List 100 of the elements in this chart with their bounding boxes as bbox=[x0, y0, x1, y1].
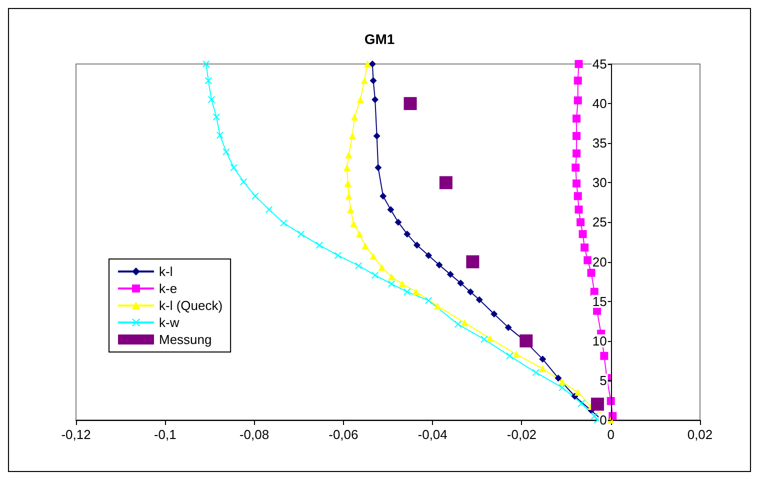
point bbox=[362, 242, 369, 250]
point bbox=[578, 400, 585, 407]
point bbox=[265, 206, 272, 214]
point bbox=[436, 261, 443, 268]
point bbox=[572, 164, 580, 172]
point bbox=[252, 192, 259, 200]
point bbox=[230, 164, 238, 172]
point bbox=[512, 350, 520, 358]
point bbox=[574, 206, 583, 214]
point bbox=[572, 114, 581, 123]
point bbox=[370, 252, 377, 260]
point bbox=[572, 132, 581, 140]
y-tick-label: 0 bbox=[600, 412, 607, 428]
point bbox=[558, 378, 566, 386]
point bbox=[345, 151, 352, 158]
point bbox=[425, 252, 432, 259]
point bbox=[360, 77, 368, 84]
point bbox=[412, 288, 420, 296]
x-tick-label: -0,02 bbox=[506, 427, 537, 442]
point bbox=[580, 244, 589, 252]
y-tick-label: 40 bbox=[592, 96, 607, 112]
point bbox=[394, 218, 402, 226]
x-tick-label: -0,1 bbox=[154, 427, 176, 442]
point bbox=[378, 264, 386, 271]
point bbox=[578, 230, 587, 238]
point bbox=[240, 178, 248, 186]
point bbox=[486, 335, 494, 342]
point bbox=[532, 369, 540, 376]
legend-label: k-w bbox=[159, 315, 180, 330]
point bbox=[398, 280, 406, 288]
point bbox=[404, 230, 411, 238]
y-tick-label: 45 bbox=[592, 56, 607, 72]
point bbox=[574, 60, 583, 68]
point bbox=[216, 132, 224, 139]
point bbox=[372, 272, 379, 279]
point bbox=[558, 384, 566, 392]
point bbox=[343, 164, 350, 172]
point bbox=[576, 218, 585, 226]
point bbox=[298, 230, 305, 238]
point bbox=[222, 148, 230, 156]
y-tick-label: 10 bbox=[592, 333, 607, 348]
point bbox=[572, 179, 581, 188]
point bbox=[344, 180, 352, 187]
point bbox=[600, 352, 608, 360]
point bbox=[373, 132, 380, 140]
point bbox=[446, 270, 454, 278]
point bbox=[345, 192, 352, 200]
point bbox=[587, 268, 596, 277]
point bbox=[554, 374, 562, 382]
chart-title: GM1 bbox=[364, 31, 395, 47]
point bbox=[539, 356, 546, 363]
point bbox=[351, 114, 358, 121]
point bbox=[204, 77, 212, 84]
point bbox=[574, 76, 582, 85]
point bbox=[388, 273, 396, 280]
point bbox=[212, 114, 220, 121]
point bbox=[466, 288, 474, 296]
point bbox=[404, 97, 417, 110]
point bbox=[574, 192, 582, 200]
point bbox=[590, 412, 598, 420]
point bbox=[425, 297, 432, 304]
point bbox=[370, 77, 377, 84]
point bbox=[387, 206, 394, 214]
point bbox=[316, 242, 323, 249]
legend-label: k-e bbox=[159, 281, 178, 296]
point bbox=[476, 296, 483, 304]
point bbox=[590, 398, 604, 411]
point bbox=[584, 256, 592, 264]
point bbox=[439, 176, 452, 190]
point bbox=[506, 352, 514, 360]
point bbox=[356, 96, 364, 104]
point bbox=[347, 206, 354, 214]
point bbox=[413, 242, 420, 249]
y-tick-label: 20 bbox=[592, 254, 607, 270]
point bbox=[504, 324, 512, 331]
x-tick-label: 0,02 bbox=[687, 427, 713, 442]
point bbox=[434, 302, 441, 310]
point bbox=[454, 320, 462, 328]
x-tick-label: -0,12 bbox=[61, 427, 91, 442]
x-tick-label: -0,08 bbox=[239, 427, 270, 442]
point bbox=[480, 336, 488, 343]
point bbox=[208, 96, 215, 104]
point bbox=[466, 255, 480, 268]
point bbox=[520, 334, 533, 348]
x-tick-label: -0,04 bbox=[418, 427, 448, 442]
point bbox=[404, 288, 411, 296]
point bbox=[280, 220, 288, 227]
point bbox=[380, 192, 387, 200]
point bbox=[539, 365, 546, 372]
y-tick-label: 30 bbox=[592, 175, 607, 190]
legend-label: k-l (Queck) bbox=[159, 298, 223, 313]
point bbox=[490, 310, 498, 318]
point bbox=[356, 230, 363, 238]
point bbox=[457, 280, 464, 287]
point bbox=[355, 262, 362, 270]
point bbox=[350, 220, 358, 228]
point bbox=[372, 96, 379, 104]
point bbox=[364, 60, 371, 68]
point bbox=[574, 388, 582, 396]
legend-label: Messung bbox=[159, 332, 212, 347]
